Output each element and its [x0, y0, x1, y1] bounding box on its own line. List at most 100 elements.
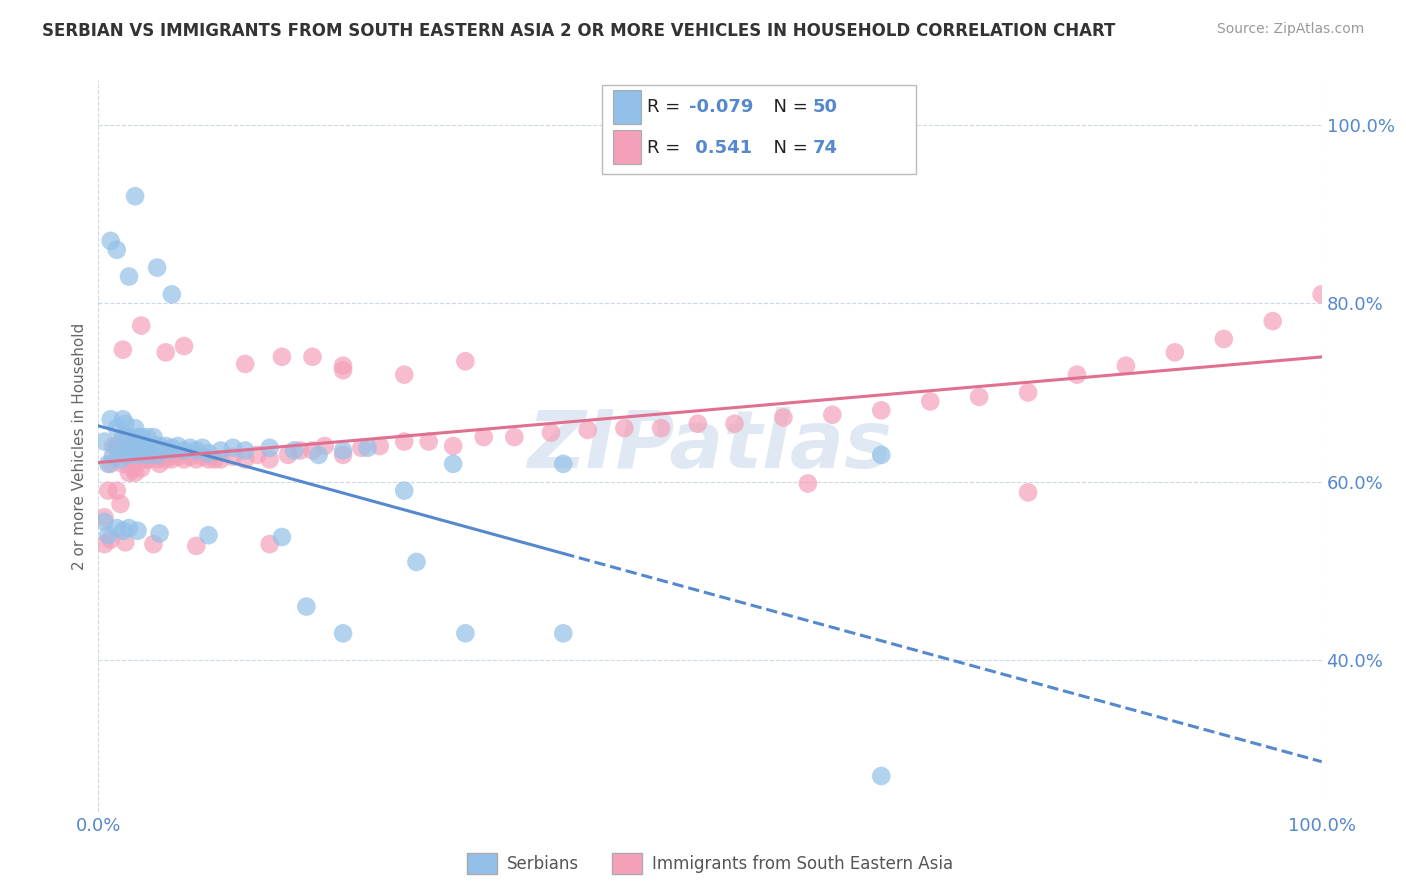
Point: [149, 457, 172, 471]
Point: [129, 443, 152, 458]
Point: [332, 363, 354, 377]
Text: 50: 50: [813, 98, 838, 116]
Point: [93, 434, 115, 449]
Point: [233, 452, 256, 467]
Point: [111, 343, 134, 357]
Point: [332, 448, 354, 462]
Point: [222, 450, 245, 464]
Point: [167, 450, 190, 464]
Point: [301, 350, 323, 364]
Point: [392, 434, 416, 449]
Point: [114, 417, 136, 431]
Point: [870, 403, 893, 417]
Point: [920, 394, 942, 409]
Point: [160, 287, 183, 301]
Point: [350, 441, 373, 455]
Point: [105, 243, 128, 257]
Point: [204, 452, 226, 467]
Point: [259, 537, 281, 551]
Point: [101, 439, 124, 453]
Point: [111, 430, 134, 444]
Point: [301, 443, 323, 458]
Point: [392, 483, 416, 498]
Point: [124, 466, 146, 480]
Point: [134, 439, 156, 453]
Point: [191, 450, 214, 464]
Point: [93, 537, 115, 551]
Point: [157, 450, 180, 464]
Text: ZIPatlas: ZIPatlas: [527, 407, 893, 485]
Point: [259, 452, 281, 467]
Point: [173, 339, 195, 353]
Point: [129, 318, 152, 333]
Point: [157, 443, 180, 458]
Point: [129, 443, 152, 458]
Point: [136, 452, 159, 467]
Point: [155, 452, 177, 467]
Point: [368, 439, 391, 453]
Point: [93, 510, 115, 524]
Point: [723, 417, 745, 431]
Point: [121, 461, 143, 475]
Point: [142, 448, 165, 462]
Point: [93, 515, 115, 529]
Point: [576, 423, 599, 437]
Point: [118, 269, 141, 284]
Point: [100, 457, 122, 471]
Point: [160, 452, 183, 467]
Point: [967, 390, 990, 404]
Point: [110, 452, 132, 467]
Text: N =: N =: [762, 98, 814, 116]
Point: [186, 452, 208, 467]
Point: [197, 446, 219, 460]
Point: [105, 483, 128, 498]
Point: [270, 350, 294, 364]
Point: [197, 528, 219, 542]
Point: [118, 466, 141, 480]
Point: [392, 368, 416, 382]
Point: [1017, 385, 1039, 400]
Point: [150, 450, 173, 464]
Point: [129, 430, 152, 444]
Legend: Serbians, Immigrants from South Eastern Asia: Serbians, Immigrants from South Eastern …: [460, 847, 960, 880]
Point: [118, 521, 141, 535]
Point: [295, 599, 318, 614]
Point: [114, 448, 136, 462]
Point: [772, 410, 794, 425]
Point: [1164, 345, 1187, 359]
Point: [114, 439, 136, 453]
Point: [246, 448, 269, 462]
Point: [101, 448, 124, 462]
Point: [553, 457, 575, 471]
Point: [1115, 359, 1137, 373]
Point: [105, 439, 128, 453]
Point: [105, 421, 128, 435]
Point: [167, 439, 190, 453]
Point: [124, 189, 146, 203]
Text: SERBIAN VS IMMIGRANTS FROM SOUTH EASTERN ASIA 2 OR MORE VEHICLES IN HOUSEHOLD CO: SERBIAN VS IMMIGRANTS FROM SOUTH EASTERN…: [42, 22, 1115, 40]
Point: [100, 234, 122, 248]
Point: [114, 430, 136, 444]
Point: [454, 626, 477, 640]
Point: [209, 443, 232, 458]
Point: [127, 452, 149, 467]
Point: [134, 452, 156, 467]
Point: [197, 452, 219, 467]
Point: [139, 441, 162, 455]
Point: [821, 408, 844, 422]
Point: [118, 430, 141, 444]
Point: [150, 443, 173, 458]
Point: [146, 452, 169, 467]
Point: [405, 555, 427, 569]
Point: [503, 430, 526, 444]
Point: [186, 443, 208, 458]
Text: -0.079: -0.079: [689, 98, 754, 116]
Point: [142, 439, 165, 453]
Point: [105, 521, 128, 535]
Point: [129, 461, 152, 475]
Point: [870, 769, 893, 783]
Point: [146, 260, 169, 275]
Point: [1310, 287, 1333, 301]
Point: [283, 443, 305, 458]
Y-axis label: 2 or more Vehicles in Household: 2 or more Vehicles in Household: [72, 322, 87, 570]
